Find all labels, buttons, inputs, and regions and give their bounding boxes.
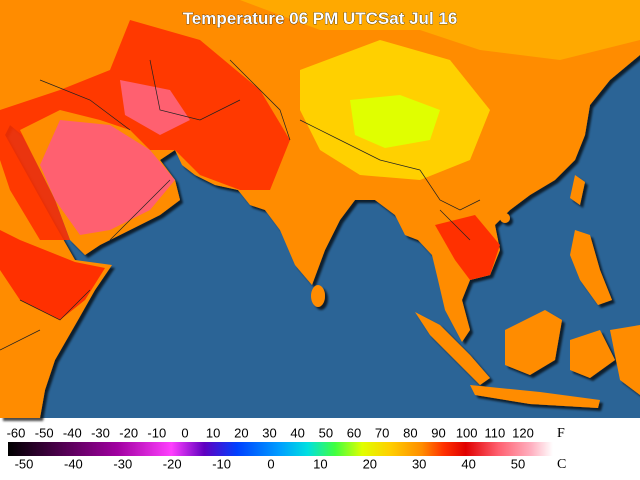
c-scale-label: 10 — [313, 456, 327, 471]
c-scale-label: -40 — [64, 456, 83, 471]
f-scale-label: -30 — [91, 425, 110, 440]
island — [570, 330, 615, 378]
very-hot-zone — [40, 120, 175, 235]
c-scale-label: -20 — [163, 456, 182, 471]
c-scale-label: 50 — [511, 456, 525, 471]
f-scale-label: -60 — [7, 425, 26, 440]
f-scale-label: -50 — [35, 425, 54, 440]
f-scale-label: 30 — [262, 425, 276, 440]
map-title: Temperature 06 PM UTCSat Jul 16 — [183, 9, 458, 28]
island — [570, 230, 612, 305]
island — [500, 213, 510, 223]
island — [311, 285, 325, 307]
f-scale-label: 110 — [484, 425, 505, 440]
island — [570, 175, 585, 205]
f-scale-label: 0 — [181, 425, 188, 440]
hot-zone — [435, 215, 500, 280]
hot-zone — [0, 230, 105, 320]
c-scale-label: -30 — [113, 456, 132, 471]
c-scale-label: 40 — [461, 456, 475, 471]
very-hot-zone — [120, 80, 190, 135]
c-unit: C — [557, 457, 566, 472]
c-scale-label: 30 — [412, 456, 426, 471]
country-border — [0, 59, 481, 351]
f-scale-label: 20 — [234, 425, 248, 440]
f-scale-label: 50 — [319, 425, 333, 440]
f-scale-label: 70 — [375, 425, 389, 440]
color-bar — [8, 442, 553, 456]
f-scale-label: -10 — [147, 425, 166, 440]
f-scale-label: 100 — [456, 425, 478, 440]
c-scale-label: -50 — [15, 456, 34, 471]
f-scale-label: -20 — [119, 425, 138, 440]
warm-zone — [240, 0, 640, 60]
island — [610, 325, 640, 395]
f-unit: F — [557, 426, 565, 441]
f-scale-label: 40 — [290, 425, 304, 440]
hot-zone — [0, 20, 290, 240]
f-scale-label: -40 — [63, 425, 82, 440]
map-area — [0, 0, 640, 418]
island — [470, 385, 600, 408]
c-scale-label: 0 — [267, 456, 274, 471]
f-scale-label: 10 — [206, 425, 220, 440]
f-scale-label: 80 — [403, 425, 417, 440]
f-scale-label: 90 — [431, 425, 445, 440]
color-legend: F C -60 -50 -40 -30 -20 -10 0 10 20 30 40 50 60 70 80 9… — [7, 425, 567, 472]
cooler-zone — [350, 95, 440, 148]
c-scale-label: 20 — [363, 456, 377, 471]
f-scale-label: 60 — [347, 425, 361, 440]
island — [505, 310, 562, 375]
c-scale-label: -10 — [212, 456, 231, 471]
island — [415, 312, 490, 385]
f-scale-label: 120 — [512, 425, 534, 440]
